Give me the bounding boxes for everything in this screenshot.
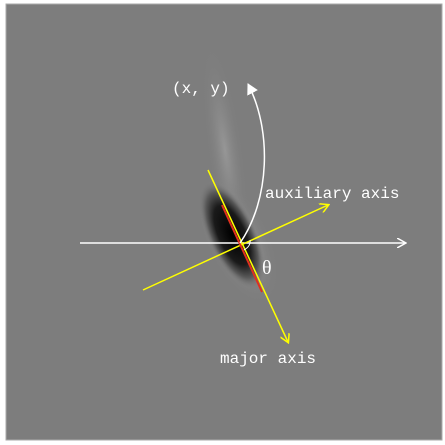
point-label: (x, y) [172, 80, 230, 98]
major-axis-label: major axis [220, 350, 316, 368]
auxiliary-axis-label: auxiliary axis [265, 185, 399, 203]
diagram: (x, y) auxiliary axis θ major axis [0, 0, 445, 445]
angle-label: θ [262, 257, 272, 279]
page: (x, y) auxiliary axis θ major axis (() =… [0, 0, 445, 445]
